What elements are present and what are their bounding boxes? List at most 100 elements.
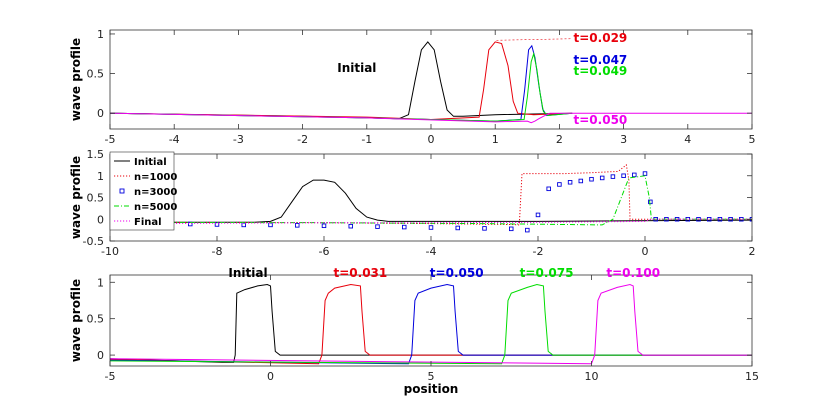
series-t-0-075-line [110, 283, 752, 365]
legend-box [109, 151, 175, 231]
legend-swatch [119, 188, 125, 194]
data-point [599, 175, 605, 181]
x-tick-label: 15 [745, 370, 759, 383]
annotation-label: t=0.075 [520, 266, 574, 280]
data-point [557, 182, 562, 187]
x-tick-label: 0 [428, 133, 435, 146]
legend-label: Initial [134, 157, 167, 168]
data-point [482, 226, 487, 231]
x-tick-label: 1 [492, 133, 499, 146]
x-tick-label: 4 [684, 133, 691, 146]
axes-box [109, 29, 753, 130]
x-tick-label: 10 [585, 370, 599, 383]
axes-box [109, 153, 753, 242]
annotation-label: t=0.029 [574, 31, 628, 45]
series-t-0-029-line [110, 41, 573, 121]
x-tick-label: -2 [297, 133, 308, 146]
y-tick-label: 0.5 [87, 68, 105, 81]
series-initial-line [110, 283, 752, 363]
data-point [546, 186, 551, 192]
data-point [348, 223, 354, 229]
y-tick-label: 0 [97, 107, 104, 120]
series-initial-line [110, 179, 752, 223]
series-group [110, 283, 752, 365]
legend: Initial n=1000 n=3000 n=5000 Final [109, 151, 177, 231]
x-tick-label: -5 [105, 370, 116, 383]
data-point [321, 223, 327, 229]
axes-box [109, 274, 753, 367]
y-tick-label: 1 [97, 276, 104, 289]
data-point [525, 227, 530, 233]
y-tick-label: 0.5 [87, 192, 105, 205]
x-tick-label: -3 [233, 133, 244, 146]
series-t-0-031-line [110, 283, 752, 365]
y-axis-label: wave profile [69, 156, 83, 239]
series-n-1000-line [110, 163, 752, 226]
legend-label: n=1000 [134, 172, 177, 183]
annotation-label: t=0.050 [430, 266, 484, 280]
data-point [589, 176, 594, 182]
legend-label: n=3000 [134, 187, 177, 198]
y-tick-label: 0.5 [87, 313, 105, 326]
leader-line [496, 38, 573, 41]
x-tick-label: -1 [361, 133, 372, 146]
data-point [642, 171, 648, 176]
data-point [728, 216, 733, 222]
annotation-label: t=0.050 [574, 113, 628, 127]
data-point [578, 178, 584, 184]
annotation-label: t=0.047 [574, 53, 628, 67]
data-point [648, 199, 653, 205]
x-tick-label: -10 [101, 245, 119, 258]
legend-label: Final [134, 217, 162, 228]
chart-panel-2: -10 -8 -6 -4 -2 0 2 -0.5 0 0.5 1 1.5 wave profile Ini… [69, 148, 756, 258]
data-point [610, 174, 616, 179]
x-tick-label: -8 [212, 245, 223, 258]
annotation-label: Initial [337, 61, 376, 75]
x-tick-label: 0 [642, 245, 649, 258]
series-group [110, 41, 752, 124]
series-t-0-050-line [110, 283, 752, 365]
annotation-label: t=0.049 [574, 64, 628, 78]
x-tick-label: 3 [620, 133, 627, 146]
y-axis-label: wave profile [69, 279, 83, 362]
data-point [268, 222, 273, 228]
x-tick-label: 5 [428, 370, 435, 383]
x-tick-label: -2 [533, 245, 544, 258]
data-point [402, 224, 407, 230]
y-axis-label: wave profile [69, 38, 83, 121]
x-axis-label: position [404, 382, 459, 396]
annotation-label: Initial [228, 266, 267, 280]
data-point [295, 223, 300, 228]
legend-label: n=5000 [134, 202, 177, 213]
x-tick-label: -4 [169, 133, 180, 146]
data-point [567, 180, 573, 185]
series-t-0-047-line [110, 44, 573, 122]
x-tick-label: 0 [267, 370, 274, 383]
series-n-5000-line [110, 175, 752, 226]
x-tick-label: -6 [319, 245, 330, 258]
series-t-0-100-line [110, 283, 752, 365]
y-tick-label: 1.5 [87, 148, 105, 161]
chart-panel-1: -5 -4 -3 -2 -1 0 1 2 3 4 5 0 0.5 1 wave profile Initial… [69, 28, 756, 146]
series-initial-line [110, 41, 573, 120]
x-tick-label: 2 [749, 245, 756, 258]
data-point [509, 226, 514, 232]
data-point [455, 225, 461, 231]
data-point [241, 222, 246, 228]
y-tick-label: 0 [97, 213, 104, 226]
data-point [428, 225, 434, 230]
series-t-0-050-line [110, 112, 752, 124]
x-tick-label: 2 [556, 133, 563, 146]
annotation-label: t=0.031 [334, 266, 388, 280]
x-tick-label: -4 [426, 245, 437, 258]
annotation-label: t=0.100 [606, 266, 660, 280]
y-tick-label: -0.5 [83, 235, 104, 248]
data-point [535, 212, 541, 218]
y-tick-label: 0 [97, 349, 104, 362]
data-point [632, 172, 637, 178]
y-tick-label: 1 [97, 170, 104, 183]
series-t-0-049-line [110, 51, 573, 122]
y-tick-label: 1 [97, 28, 104, 41]
data-point [375, 224, 380, 229]
